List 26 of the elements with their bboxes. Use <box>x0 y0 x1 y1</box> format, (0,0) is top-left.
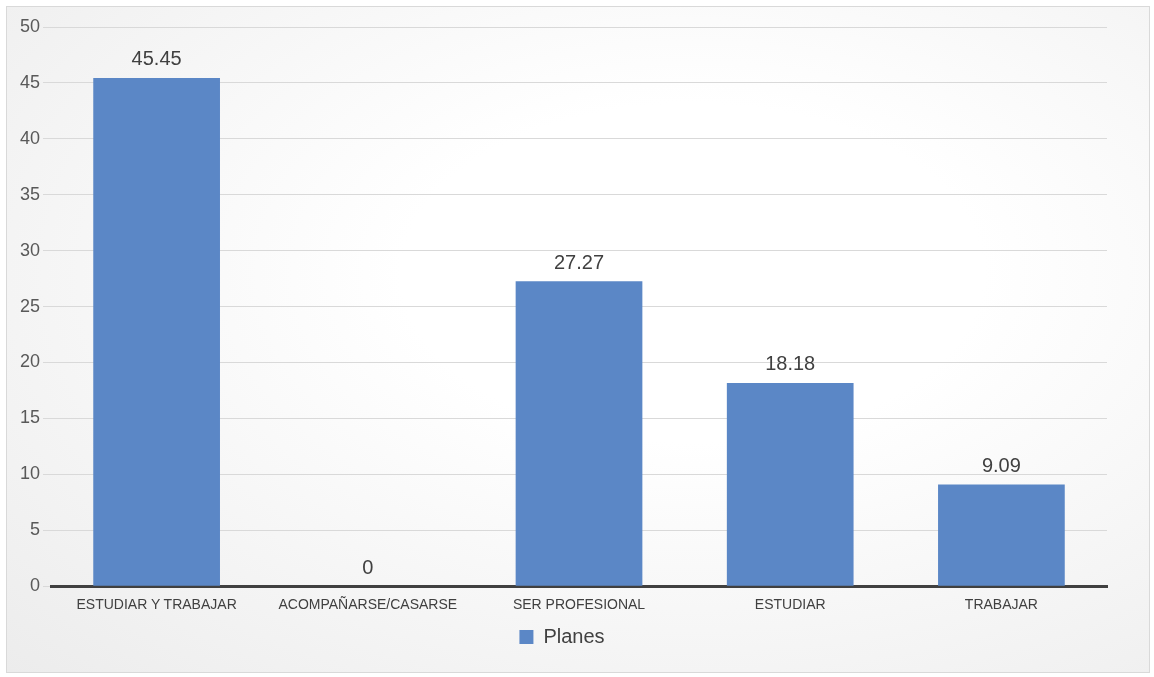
legend-label: Planes <box>543 624 605 647</box>
y-tick-label: 15 <box>19 407 41 428</box>
y-tick-label: 45 <box>19 71 41 92</box>
bar <box>515 281 643 586</box>
y-tick-label: 50 <box>19 15 41 36</box>
data-label: 45.45 <box>131 47 182 70</box>
y-tick-label: 25 <box>19 295 41 316</box>
x-tick-label: SER PROFESIONAL <box>512 596 646 613</box>
y-tick-label: 35 <box>19 183 41 204</box>
y-tick-label: 40 <box>19 127 41 148</box>
y-tick-label: 10 <box>19 463 41 484</box>
data-label: 0 <box>362 555 374 578</box>
bar <box>93 77 220 586</box>
data-label: 18.18 <box>765 352 816 375</box>
data-label: 27.27 <box>553 250 605 273</box>
bar <box>938 484 1065 586</box>
x-tick-label: ESTUDIAR Y TRABAJAR <box>76 596 237 613</box>
y-tick-label: 5 <box>30 519 41 540</box>
data-label: 9.09 <box>981 454 1021 477</box>
x-tick-label: TRABAJAR <box>964 596 1038 613</box>
x-tick-label: ACOMPAÑARSE/CASARSE <box>278 596 458 613</box>
y-tick-label: 20 <box>19 351 41 372</box>
y-tick-label: 30 <box>19 239 41 260</box>
bar <box>726 382 854 586</box>
x-tick-label: ESTUDIAR <box>754 596 826 613</box>
y-tick-label: 0 <box>30 575 41 596</box>
